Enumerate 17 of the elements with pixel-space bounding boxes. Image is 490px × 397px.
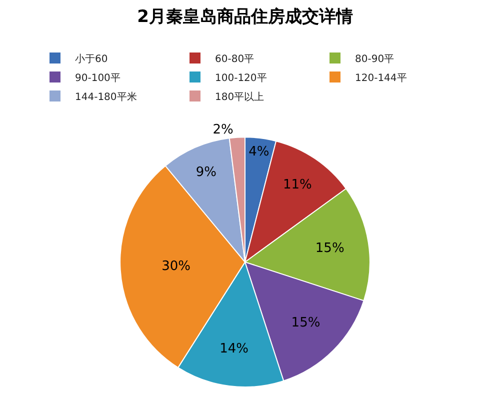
legend-label: 90-100平: [75, 72, 120, 84]
data-label: 14%: [220, 342, 248, 357]
legend-label: 144-180平米: [75, 90, 137, 103]
legend-label: 100-120平: [215, 72, 267, 84]
legend-label: 60-80平: [215, 54, 254, 65]
data-label: 15%: [291, 315, 320, 330]
legend-label: 小于60: [75, 52, 108, 65]
legend-label: 180平以上: [215, 90, 264, 103]
data-label: 9%: [196, 164, 217, 180]
legend-label: 80-90平: [355, 54, 394, 65]
legend-label: 120-144平: [355, 72, 407, 84]
data-label: 2%: [212, 122, 234, 138]
data-label: 11%: [282, 177, 312, 192]
data-label: 15%: [315, 241, 344, 256]
data-label: 30%: [162, 258, 191, 274]
chart-title: 2月秦皇岛商品住房成交详情: [137, 6, 353, 27]
data-label: 4%: [248, 144, 270, 160]
